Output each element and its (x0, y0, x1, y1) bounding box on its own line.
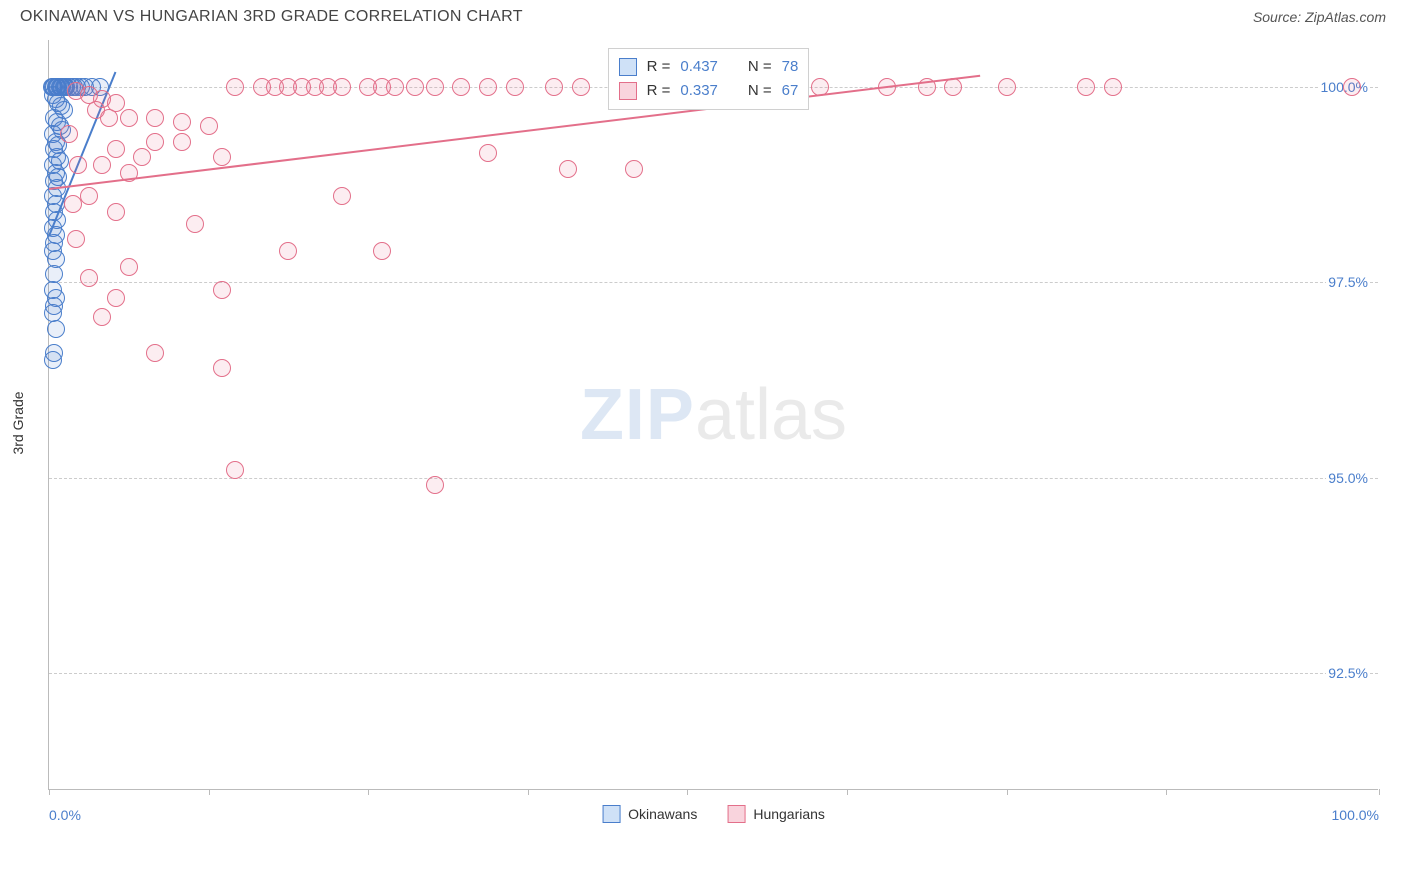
data-point (426, 476, 444, 494)
data-point (998, 78, 1016, 96)
legend-item: Okinawans (602, 805, 697, 823)
data-point (93, 156, 111, 174)
n-label: N = (748, 79, 772, 103)
data-point (107, 289, 125, 307)
data-point (60, 125, 78, 143)
data-point (107, 140, 125, 158)
data-point (452, 78, 470, 96)
data-point (479, 78, 497, 96)
data-point (80, 187, 98, 205)
data-point (226, 78, 244, 96)
data-point (479, 144, 497, 162)
x-tick-label: 0.0% (49, 807, 81, 823)
data-point (120, 258, 138, 276)
x-tick (209, 789, 210, 795)
legend-item: Hungarians (727, 805, 825, 823)
data-point (213, 281, 231, 299)
r-label: R = (647, 55, 671, 79)
gridline (49, 673, 1378, 674)
r-label: R = (647, 79, 671, 103)
data-point (386, 78, 404, 96)
watermark-atlas: atlas (695, 375, 847, 455)
x-tick (528, 789, 529, 795)
data-point (120, 109, 138, 127)
x-tick (687, 789, 688, 795)
data-point (69, 156, 87, 174)
data-point (279, 242, 297, 260)
legend-label: Okinawans (628, 806, 697, 822)
data-point (1343, 78, 1361, 96)
r-value: 0.437 (680, 55, 718, 79)
data-point (133, 148, 151, 166)
gridline (49, 282, 1378, 283)
data-point (44, 351, 62, 369)
bottom-legend: Okinawans Hungarians (602, 805, 825, 823)
data-point (625, 160, 643, 178)
data-point (64, 195, 82, 213)
x-tick (1379, 789, 1380, 795)
x-tick (1007, 789, 1008, 795)
y-tick-label: 95.0% (1326, 470, 1370, 486)
data-point (107, 203, 125, 221)
data-point (173, 133, 191, 151)
data-point (373, 242, 391, 260)
data-point (506, 78, 524, 96)
data-point (213, 359, 231, 377)
legend-swatch (727, 805, 745, 823)
data-point (47, 320, 65, 338)
watermark-zip: ZIP (580, 375, 695, 455)
legend-label: Hungarians (753, 806, 825, 822)
source-label: Source: ZipAtlas.com (1253, 9, 1386, 25)
data-point (1104, 78, 1122, 96)
x-tick (368, 789, 369, 795)
x-tick (49, 789, 50, 795)
n-label: N = (748, 55, 772, 79)
chart-title: OKINAWAN VS HUNGARIAN 3RD GRADE CORRELAT… (20, 8, 523, 26)
gridline (49, 478, 1378, 479)
data-point (173, 113, 191, 131)
data-point (200, 117, 218, 135)
data-point (333, 78, 351, 96)
y-tick-label: 92.5% (1326, 665, 1370, 681)
data-point (146, 133, 164, 151)
data-point (67, 230, 85, 248)
data-point (146, 344, 164, 362)
r-value: 0.337 (680, 79, 718, 103)
n-value: 78 (782, 55, 799, 79)
legend-swatch (602, 805, 620, 823)
legend-swatch (619, 82, 637, 100)
data-point (406, 78, 424, 96)
data-point (80, 269, 98, 287)
data-point (146, 109, 164, 127)
data-point (333, 187, 351, 205)
chart-container: 3rd Grade ZIPatlas 92.5%95.0%97.5%100.0%… (48, 40, 1406, 790)
legend-swatch (619, 58, 637, 76)
data-point (186, 215, 204, 233)
x-tick (847, 789, 848, 795)
plot-area: ZIPatlas 92.5%95.0%97.5%100.0%0.0%100.0%… (48, 40, 1378, 790)
data-point (426, 78, 444, 96)
watermark: ZIPatlas (580, 374, 847, 456)
data-point (559, 160, 577, 178)
data-point (1077, 78, 1095, 96)
data-point (545, 78, 563, 96)
y-axis-label: 3rd Grade (10, 391, 26, 454)
x-tick (1166, 789, 1167, 795)
data-point (226, 461, 244, 479)
stat-box: R = 0.437 N = 78 R = 0.337 N = 67 (608, 48, 810, 110)
data-point (213, 148, 231, 166)
stat-row: R = 0.337 N = 67 (619, 79, 799, 103)
y-tick-label: 97.5% (1326, 274, 1370, 290)
n-value: 67 (782, 79, 799, 103)
stat-row: R = 0.437 N = 78 (619, 55, 799, 79)
data-point (100, 109, 118, 127)
data-point (93, 308, 111, 326)
data-point (572, 78, 590, 96)
x-tick-label: 100.0% (1332, 807, 1379, 823)
